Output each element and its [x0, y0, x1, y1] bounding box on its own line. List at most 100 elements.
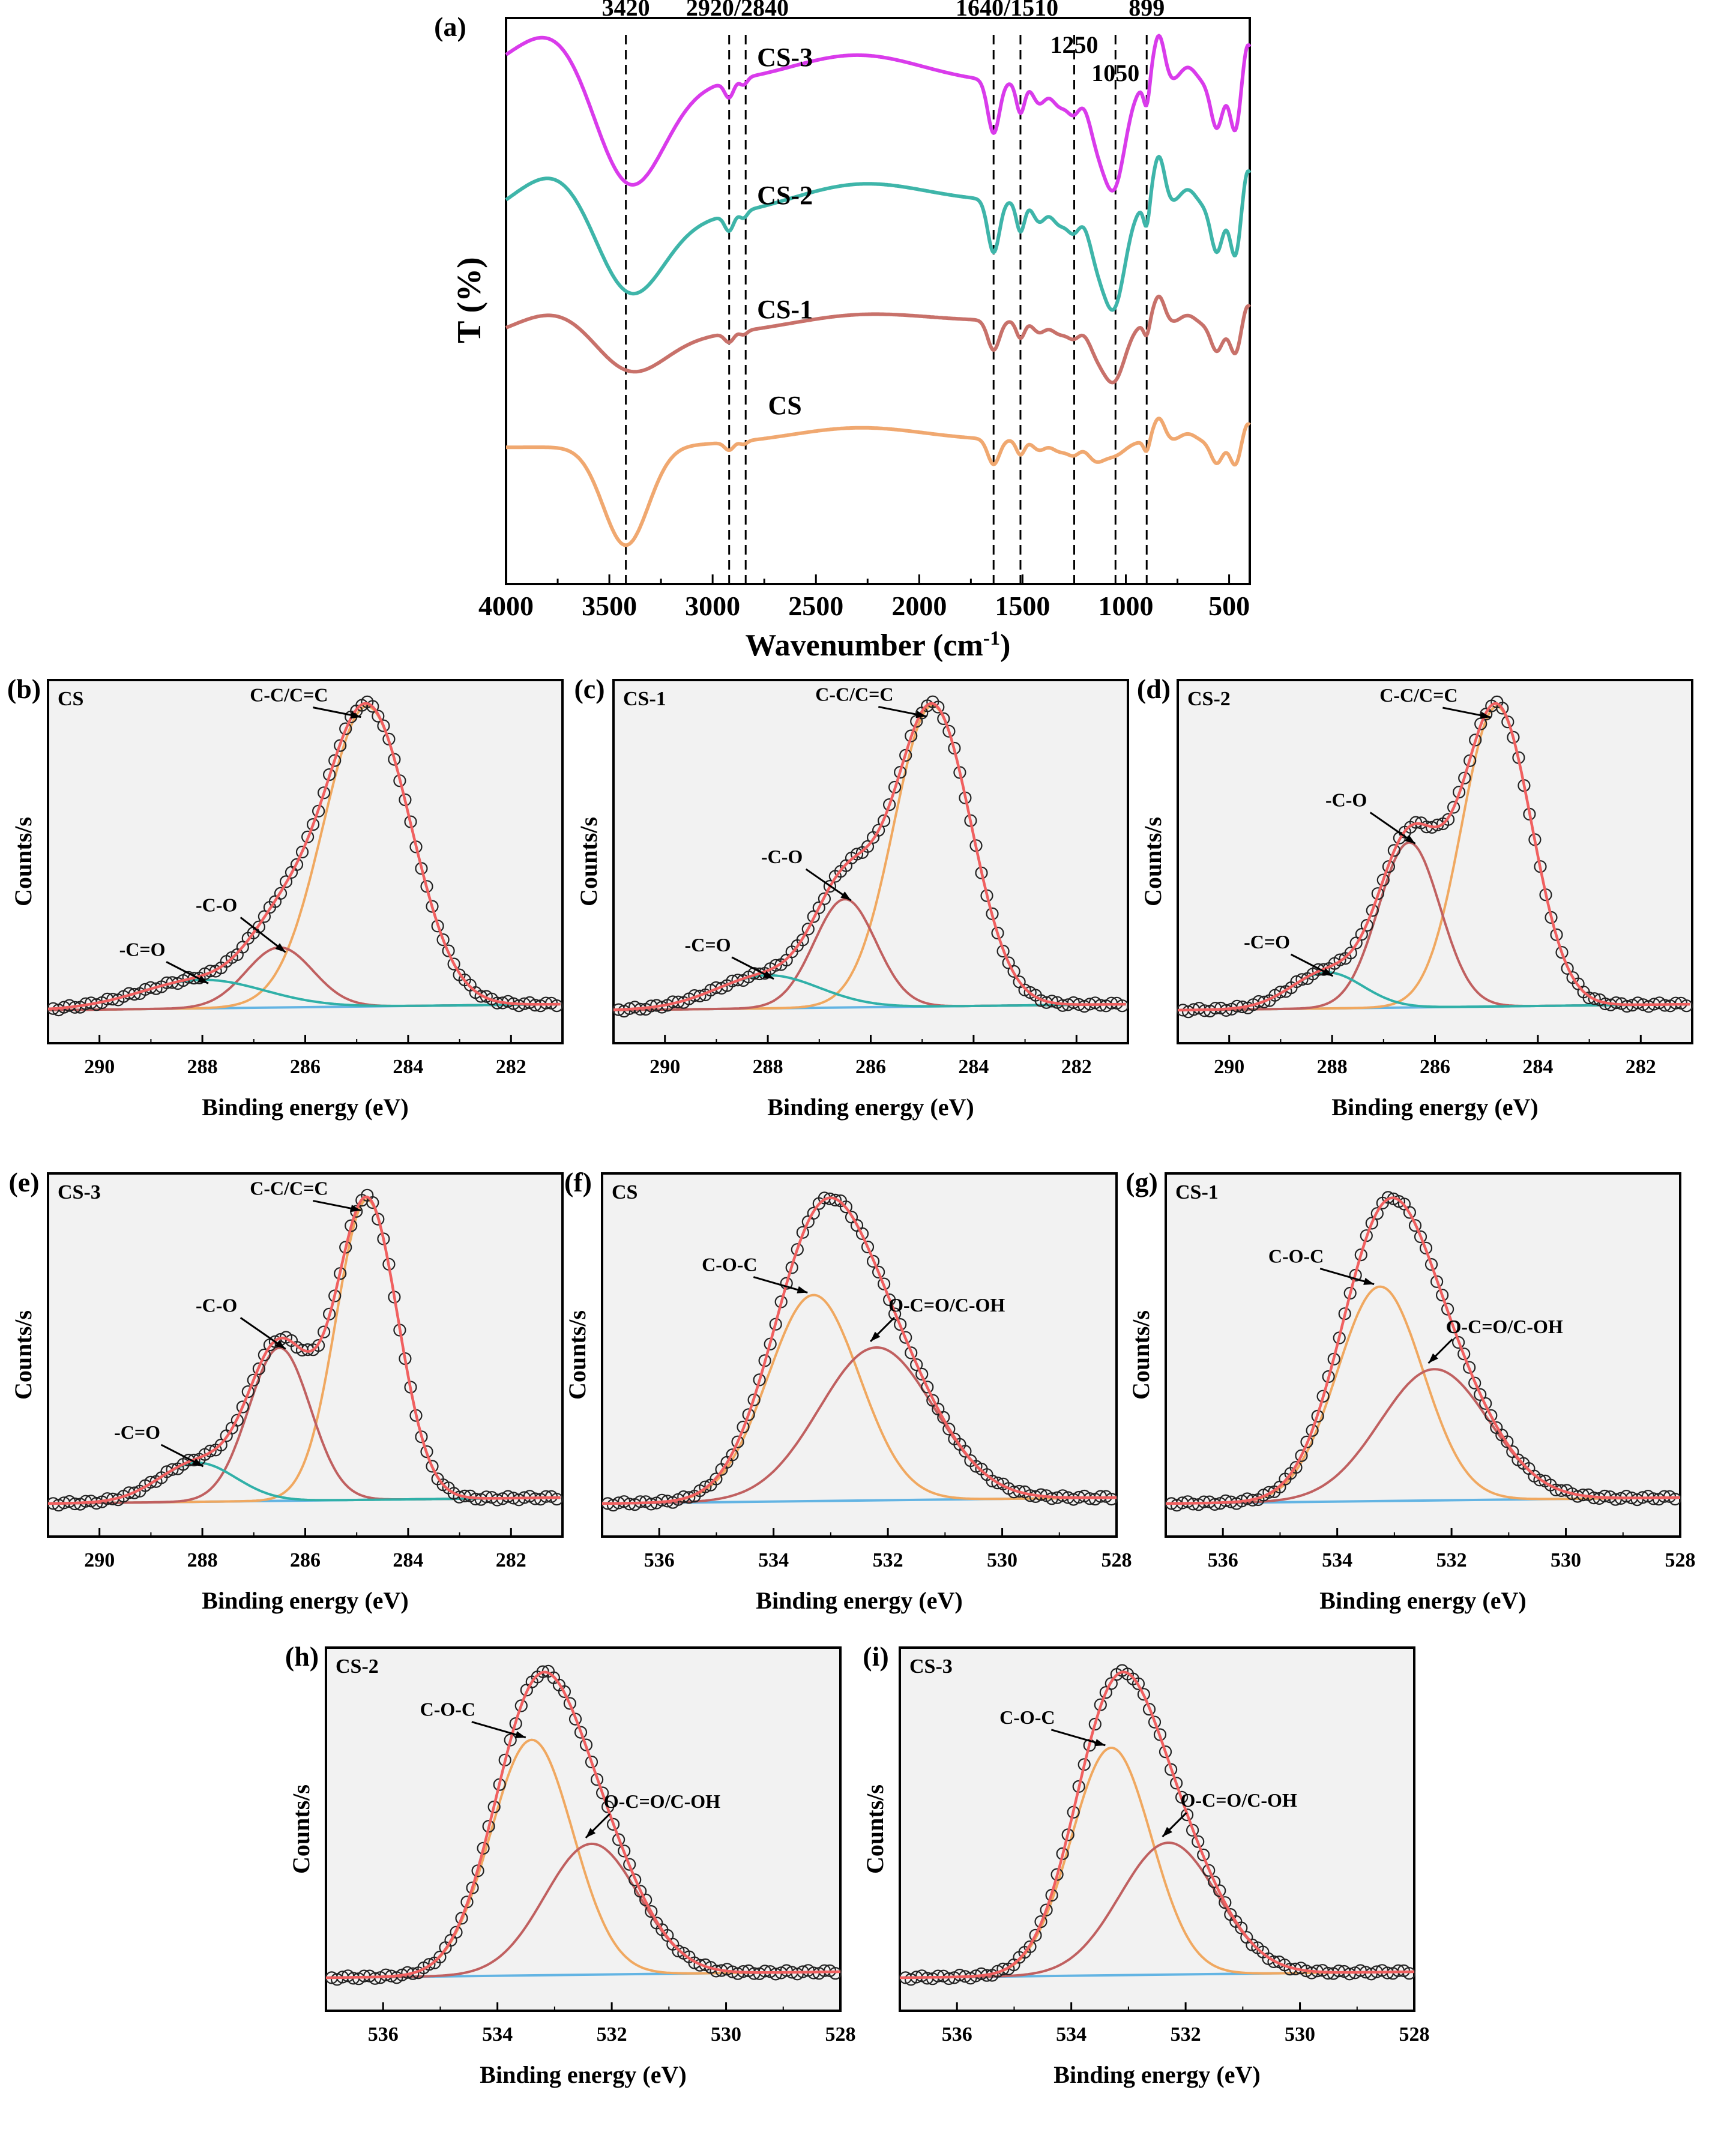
xps-y-axis-label: Counts/s: [564, 1310, 591, 1400]
xps-data-point: [1458, 771, 1471, 784]
xps-data-point: [1040, 1903, 1053, 1917]
xps-data-point: [894, 1318, 907, 1331]
xps-data-point: [1533, 1474, 1546, 1487]
xps-data-point: [823, 879, 837, 893]
xps-data-point: [753, 1373, 766, 1387]
xps-x-axis-label: Binding energy (eV): [202, 1587, 408, 1614]
xps-arrowhead: [197, 975, 209, 984]
xps-data-point: [1414, 1230, 1427, 1244]
xps-data-point: [899, 1331, 912, 1344]
xps-x-tick-label: 528: [1102, 1549, 1132, 1571]
xps-x-tick-label: 532: [1436, 1549, 1467, 1571]
xps-data-point: [618, 1844, 631, 1858]
xps-x-axis-label: Binding energy (eV): [1331, 1094, 1538, 1121]
xps-data-point: [1484, 1409, 1498, 1422]
xps-data-point: [585, 1755, 598, 1769]
xps-fit-envelope: [900, 1670, 1414, 1980]
xps-data-point: [1295, 1449, 1308, 1462]
xps-x-axis-label: Binding energy (eV): [767, 1094, 974, 1121]
xps-data-point: [144, 1475, 157, 1489]
xps-data-point: [1468, 1376, 1481, 1390]
xps-data-point: [1180, 1808, 1194, 1822]
xps-data-point: [1409, 816, 1423, 829]
xps-x-tick-label: 288: [1317, 1056, 1348, 1078]
xps-data-point: [595, 1786, 609, 1799]
xps-data-point: [366, 1196, 379, 1209]
xps-data-point: [839, 1200, 853, 1214]
xps-data-point: [1213, 1884, 1226, 1897]
xps-data-point: [366, 700, 379, 713]
xps-data-point: [1365, 1217, 1378, 1230]
xps-frame: [325, 1646, 842, 2012]
xps-panel-cs-2-o1s: (h) CS-2 Binding energy (eV) Counts/s 536 534…: [285, 1641, 856, 2088]
ftir-x-tick-label: 3500: [582, 591, 637, 621]
ftir-x-tick-label: 4000: [478, 591, 534, 621]
xps-data-point: [1159, 1745, 1172, 1759]
xps-x-tick-label: 532: [597, 2023, 627, 2046]
xps-peak-annotation: -C=O: [685, 934, 731, 956]
xps-sample-label: CS-1: [623, 688, 666, 710]
xps-data-point: [959, 1445, 972, 1458]
xps-peak-annotation: C-O-C: [420, 1699, 475, 1720]
xps-arrowhead: [1428, 1353, 1438, 1364]
xps-data-point: [628, 1873, 642, 1886]
xps-peak-annotation: O-C=O/C-OH: [888, 1294, 1005, 1316]
xps-data-point: [1050, 1868, 1064, 1881]
xps-data-point: [1306, 1424, 1319, 1437]
xps-data-point: [247, 1373, 260, 1387]
xps-data-point: [1370, 1207, 1384, 1220]
xps-data-point: [377, 719, 390, 732]
xps-peak-annotation: C-C/C=C: [815, 684, 893, 705]
xps-data-point: [290, 858, 304, 872]
xps-x-axis-label: Binding energy (eV): [1319, 1587, 1526, 1614]
xps-data-point: [737, 1420, 750, 1434]
xps-x-tick-label: 288: [187, 1056, 218, 1078]
xps-data-point: [1202, 1864, 1216, 1877]
xps-x-tick-label: 536: [368, 2023, 399, 2046]
xps-peak-annotation: -C=O: [1244, 931, 1290, 953]
xps-data-point: [1235, 1921, 1248, 1935]
ftir-x-axis-label-main: Wavenumber (cm: [746, 628, 983, 663]
xps-data-point: [1148, 1715, 1162, 1729]
xps-data-point: [1219, 1896, 1232, 1909]
xps-data-point: [861, 840, 875, 853]
xps-data-point: [894, 765, 907, 779]
xps-data-point: [882, 798, 896, 812]
xps-data-point: [937, 712, 950, 726]
xps-x-tick-label: 534: [482, 2023, 513, 2046]
xps-data-point: [550, 999, 564, 1013]
xps-data-point: [942, 724, 956, 738]
xps-data-point: [915, 1367, 929, 1381]
xps-data-point: [1588, 992, 1601, 1005]
xps-data-point: [672, 1944, 685, 1958]
xps-peak-annotation: -C-O: [196, 894, 237, 915]
ftir-series-label: CS-2: [757, 181, 813, 210]
xps-data-point: [563, 1697, 577, 1710]
xps-data-point: [306, 818, 320, 831]
xps-fit-envelope: [613, 702, 1126, 1011]
xps-data-point: [818, 892, 831, 905]
xps-arrowhead: [1405, 834, 1415, 844]
xps-data-point: [645, 1905, 658, 1918]
xps-data-point: [1382, 860, 1395, 873]
ftir-series-cs-2: [505, 155, 1252, 312]
xps-x-tick-label: 282: [496, 1549, 526, 1571]
xps-arrowhead: [915, 711, 927, 718]
xps-data-point: [1333, 953, 1346, 966]
xps-data-point: [1442, 813, 1455, 826]
xps-peak-annotation: -C-O: [761, 846, 803, 867]
ftir-peak-label: 1250: [1050, 31, 1098, 58]
xps-data-point: [1387, 844, 1400, 857]
xps-fit-envelope: [1166, 1196, 1680, 1505]
xps-data-point: [214, 1438, 228, 1452]
xps-data-point: [828, 1193, 842, 1207]
xps-data-point: [1403, 1206, 1416, 1219]
xps-x-tick-label: 288: [753, 1056, 783, 1078]
xps-data-point: [1115, 999, 1129, 1013]
ftir-peak-label: 899: [1129, 0, 1165, 21]
xps-data-point: [606, 1817, 620, 1831]
xps-data-point: [372, 709, 385, 723]
xps-data-point: [334, 739, 347, 752]
xps-data-point: [910, 1358, 923, 1372]
